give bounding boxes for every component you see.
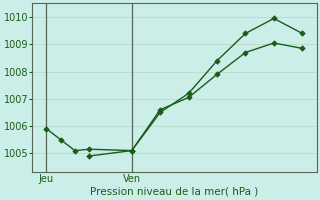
- X-axis label: Pression niveau de la mer( hPa ): Pression niveau de la mer( hPa ): [90, 187, 259, 197]
